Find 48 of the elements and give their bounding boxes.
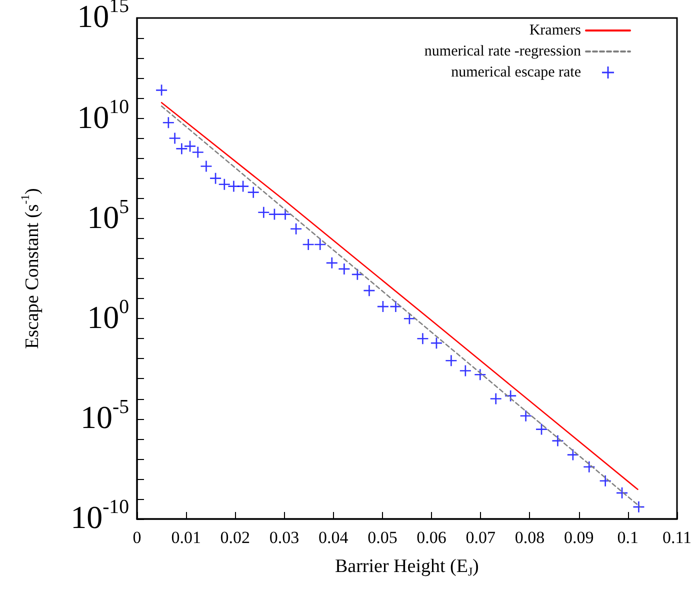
point: [520, 410, 532, 422]
point: [238, 180, 249, 192]
point: [258, 206, 270, 218]
point: [490, 393, 502, 404]
point: [228, 180, 240, 192]
legend-label: numerical escape rate: [451, 64, 582, 80]
point: [338, 263, 350, 274]
x-tick-label: 0.1: [617, 528, 639, 547]
legend-label: numerical rate -regression: [424, 44, 582, 60]
point: [460, 365, 471, 376]
point: [169, 132, 180, 144]
point: [268, 208, 280, 220]
point: [218, 178, 230, 190]
legend-label: Kramers: [529, 22, 582, 38]
y-tick-label: 10$^{-10}$: [70, 496, 129, 536]
point: [184, 140, 196, 152]
x-tick-label: 0.07: [466, 528, 496, 547]
point: [417, 333, 428, 344]
point: [156, 84, 168, 96]
x-tick-label: 0.06: [416, 528, 446, 547]
x-tick-label: 0.01: [171, 528, 201, 547]
point: [314, 238, 326, 250]
point: [302, 238, 314, 250]
x-tick-label: 0.05: [368, 528, 398, 547]
point: [162, 117, 174, 128]
y-tick-label: 10$^{-5}$: [80, 396, 129, 436]
y-tick-label: 10$^{10}$: [77, 96, 129, 135]
x-tick-label: 0.02: [220, 528, 250, 547]
point: [364, 285, 375, 296]
x-tick-label: 0: [132, 528, 142, 547]
x-tick-label: 0.09: [564, 528, 594, 547]
point: [536, 424, 548, 435]
point: [290, 223, 302, 234]
x-tick-label: 0.11: [662, 528, 692, 547]
x-tick-label: 0.04: [318, 528, 349, 547]
point: [176, 143, 188, 154]
x-tick-label: 0.03: [269, 528, 300, 547]
point: [446, 355, 457, 366]
point: [200, 160, 212, 172]
x-tick-label: 0.08: [514, 528, 545, 547]
point: [192, 146, 204, 158]
point: [210, 172, 222, 184]
point: [326, 257, 338, 268]
y-tick-label: 10$^{0}$: [87, 296, 129, 335]
x-axis-title: Barrier Height (E$_{J}$): [335, 556, 479, 579]
y-tick-label: 10$^{5}$: [87, 196, 129, 235]
point: [552, 435, 564, 446]
point: [248, 186, 259, 198]
